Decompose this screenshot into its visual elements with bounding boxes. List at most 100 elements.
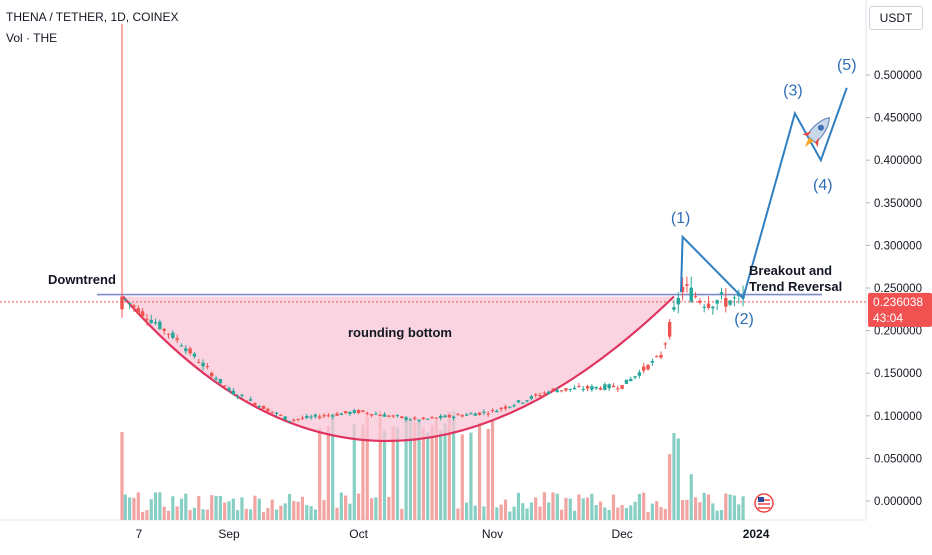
candle-body	[171, 332, 175, 339]
candle	[426, 418, 430, 420]
volume-bar	[676, 438, 680, 520]
candle	[153, 318, 158, 325]
candle-body	[680, 286, 685, 292]
candle	[559, 390, 564, 393]
price-tick-label: 0.200000	[874, 326, 922, 338]
candle-body	[235, 396, 240, 398]
candle	[300, 415, 305, 421]
candle	[305, 413, 309, 420]
volume-bar	[197, 496, 201, 520]
volume-bar	[439, 430, 443, 520]
candle-body	[646, 364, 650, 370]
volume-bar	[188, 510, 192, 520]
volume-bar	[120, 432, 124, 520]
rocket-body	[806, 117, 830, 143]
volume-bar	[508, 511, 512, 520]
volume-bar	[542, 492, 546, 520]
candle-body	[184, 348, 188, 352]
candle-body	[339, 413, 344, 415]
candle	[313, 413, 318, 419]
candle-body	[469, 413, 473, 415]
volume-bar	[577, 494, 581, 520]
candle	[261, 405, 266, 409]
volume-bar	[521, 503, 525, 520]
candle-body	[227, 388, 231, 391]
volume-bar	[227, 501, 231, 520]
volume-bar	[132, 497, 136, 520]
candle	[127, 302, 132, 309]
candle-body	[499, 407, 503, 410]
candle-body	[490, 409, 495, 411]
candle-body	[521, 402, 525, 404]
candle	[374, 411, 378, 415]
volume-bar	[637, 493, 641, 520]
candle-body	[711, 306, 715, 309]
candle-body	[322, 415, 326, 417]
candle-body	[210, 372, 214, 377]
candle-body	[365, 412, 369, 414]
candle	[732, 295, 737, 307]
candle	[521, 402, 525, 404]
volume-bar	[145, 510, 149, 520]
annotations: Downtrend rounding bottom Breakout andTren…	[48, 263, 842, 340]
candle-body	[728, 300, 732, 305]
candle-body	[555, 390, 560, 393]
candle-body	[166, 333, 171, 335]
bar-countdown: 43:04	[873, 311, 903, 325]
candle-body	[261, 405, 266, 409]
candle	[240, 393, 244, 399]
candle	[227, 386, 231, 393]
candle-body	[266, 408, 270, 412]
us-flag-icon	[754, 493, 774, 513]
candle-body	[590, 386, 594, 390]
candle	[443, 414, 447, 418]
price-tick-label: 0.050000	[874, 453, 922, 465]
candle	[564, 388, 568, 393]
candle	[413, 415, 417, 421]
candle-body	[123, 299, 128, 301]
volume-bar	[689, 474, 693, 520]
volume-bar	[192, 507, 197, 520]
candle	[382, 412, 387, 417]
volume-bar	[141, 511, 145, 520]
candle-body	[313, 414, 318, 417]
volume-bar	[486, 428, 490, 520]
candle-body	[568, 388, 572, 390]
candle-body	[391, 415, 395, 417]
volume-bar	[201, 509, 205, 520]
time-tick-label: Oct	[349, 527, 368, 541]
candle	[534, 393, 538, 398]
candle	[581, 385, 585, 392]
candle	[408, 418, 413, 421]
downtrend-label: Downtrend	[48, 272, 116, 287]
candle	[158, 319, 162, 331]
candle	[508, 406, 512, 409]
candle	[715, 299, 719, 311]
candle	[473, 412, 477, 416]
volume-bar	[400, 508, 404, 520]
volume-bar	[408, 417, 413, 520]
candle-body	[426, 418, 430, 420]
candle	[352, 408, 356, 414]
candle	[162, 328, 166, 335]
candle	[706, 296, 711, 310]
candle	[188, 346, 192, 356]
candle-body	[732, 297, 737, 299]
candle	[693, 292, 698, 299]
time-tick-label: 7	[136, 527, 143, 541]
candle	[654, 355, 659, 358]
volume-bar	[413, 422, 417, 520]
volume-bar	[624, 508, 629, 520]
chart-title: THENA / TETHER, 1D, COINEX	[6, 10, 179, 24]
candle-body	[594, 386, 598, 389]
candle-body	[659, 354, 663, 358]
wave-label: (4)	[813, 177, 833, 194]
currency-selector[interactable]: USDT	[869, 6, 923, 30]
rocket-window	[817, 124, 824, 131]
price-tick-label: 0.500000	[874, 70, 922, 82]
candle	[335, 411, 339, 417]
candle	[676, 291, 680, 314]
candle	[391, 414, 395, 419]
